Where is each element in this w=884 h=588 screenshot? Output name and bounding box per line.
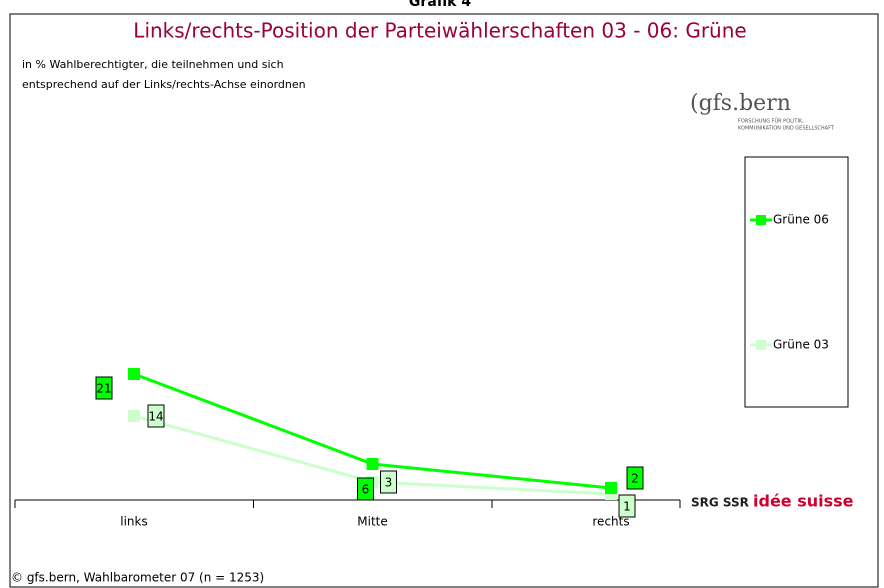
point [128,368,140,380]
value-label: 21 [96,382,111,396]
point [366,458,379,470]
x-tick-label: links [120,515,147,529]
subtitle: in % Wahlberechtigter, die teilnehmen un… [22,58,284,71]
value-label-box [147,404,165,428]
x-tick-label: rechts [592,515,629,529]
logo-text: KOMMUNIKATION UND GESELLSCHAFT [738,126,835,132]
value-label: 6 [362,483,370,497]
legend-label: Grüne 03 [773,338,829,352]
header: Grafik 4 [409,0,471,10]
x-tick-label: Mitte [357,515,387,529]
legend-box [744,156,849,408]
value-label-box [357,477,374,501]
value-label-box [626,466,644,490]
chart-title: Links/rechts-Position der Parteiwählersc… [133,19,746,43]
value-label: 1 [623,500,631,514]
legend-label: Grüne 06 [773,213,829,227]
value-label-box [618,494,636,518]
value-label: 14 [148,410,163,424]
legend-marker [756,340,766,350]
frame [9,13,879,588]
logo-text: SRG SSR [691,496,749,510]
subtitle: entsprechend auf der Links/rechts-Achse … [22,78,306,91]
value-label: 3 [385,476,393,490]
value-label-box [380,470,397,494]
footer: © gfs.bern, Wahlbarometer 07 (n = 1253) [11,571,264,585]
point [605,482,617,494]
point [128,410,140,422]
logo-text: FORSCHUNG FÜR POLITIK, [738,118,804,125]
value-label: 2 [631,472,639,486]
logo-text: (gfs.bern [690,91,791,116]
value-label-box [95,376,113,400]
logo-text: idée suisse [753,492,854,511]
legend-marker [756,215,766,225]
